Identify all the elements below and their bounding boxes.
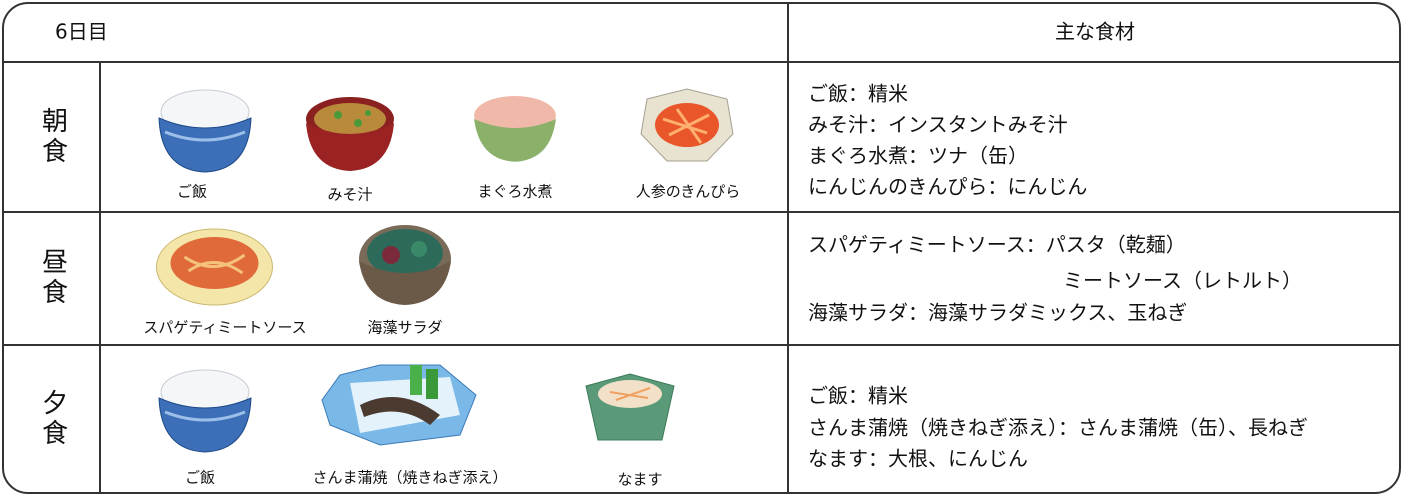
- ingredient-line: 海藻サラダ：海藻サラダミックス、玉ねぎ: [808, 301, 1187, 325]
- ingredient-line: にんじんのきんぴら：にんじん: [808, 175, 1087, 199]
- meal-label: 朝食: [38, 107, 68, 167]
- dish-image: [321, 364, 477, 446]
- dish-name: みそ汁: [327, 186, 372, 204]
- table-border: [2, 2, 1401, 494]
- ingredient-line: ご飯：精米: [808, 82, 908, 106]
- ingredient-line: まぐろ水煮：ツナ（缶）: [808, 144, 1028, 168]
- ingredient-line: みそ汁：インスタントみそ汁: [808, 113, 1068, 137]
- ingredient-line: さんま蒲焼（焼きねぎ添え）：さんま蒲焼（缶）、長ねぎ: [808, 416, 1308, 440]
- dish-name: 人参のきんぴら: [636, 183, 741, 201]
- dish-image: [639, 87, 735, 163]
- dish-image: [584, 372, 676, 442]
- ingredient-line: スパゲティミートソース：パスタ（乾麺）: [808, 233, 1186, 257]
- day-title: 6日目: [55, 20, 108, 44]
- dish-name: ご飯: [177, 183, 207, 201]
- dish-name: スパゲティミートソース: [143, 319, 306, 337]
- dish-name: ご飯: [185, 469, 215, 487]
- dish-name: さんま蒲焼（焼きねぎ添え）: [312, 469, 507, 487]
- dish-image: [157, 88, 253, 174]
- dish-name: まぐろ水煮: [477, 183, 552, 201]
- ingredients-title: 主な食材: [1055, 20, 1135, 44]
- ingredient-line: ご飯：精米: [808, 384, 908, 408]
- dish-image: [359, 225, 451, 305]
- dish-image: [154, 227, 275, 307]
- dish-image: [306, 97, 394, 171]
- dish-name: なます: [617, 471, 662, 489]
- ingredient-line: ミートソース（レトルト）: [1063, 269, 1302, 293]
- dish-name: 海藻サラダ: [367, 319, 442, 337]
- dish-image: [157, 368, 253, 454]
- meal-label: 夕食: [38, 389, 68, 449]
- dish-image: [474, 96, 556, 162]
- meal-label: 昼食: [38, 248, 68, 308]
- ingredient-line: なます：大根、にんじん: [808, 447, 1028, 471]
